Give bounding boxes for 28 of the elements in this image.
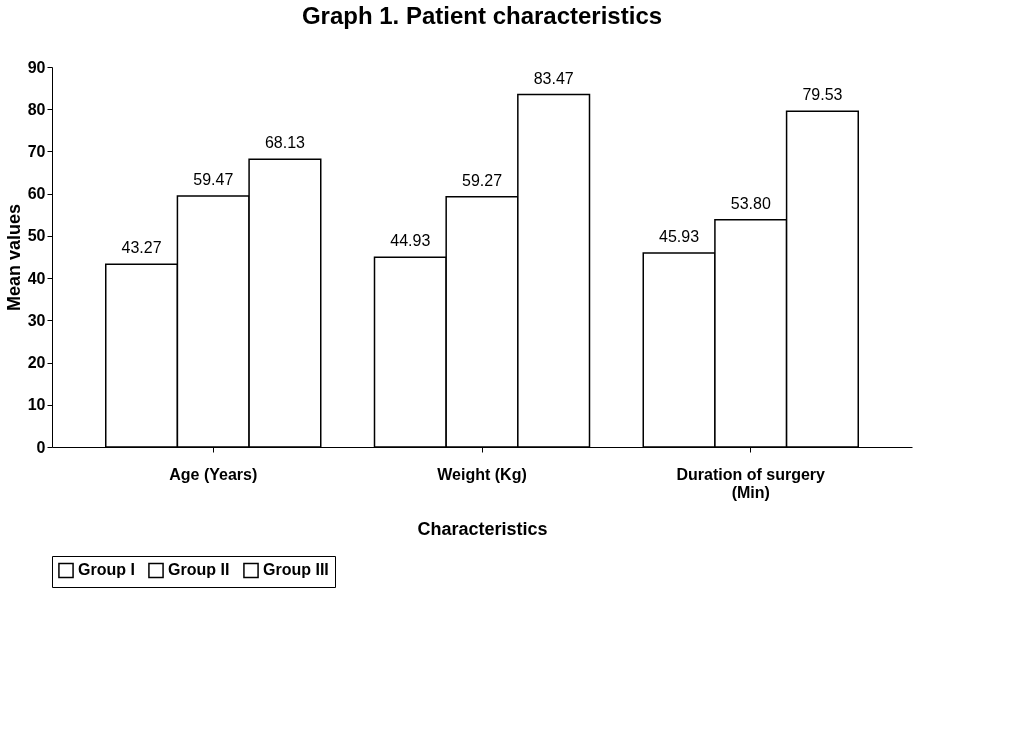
y-tick-label: 90 [27,58,46,76]
data-label: 68.13 [264,134,306,152]
data-label: 59.27 [461,171,503,189]
data-label: 53.80 [730,194,771,212]
x-tick-label: Weight (Kg) [437,465,527,483]
y-tick-label: 30 [27,311,46,329]
y-axis-title: Mean values [3,203,24,312]
legend-label: Group II [168,561,230,579]
legend-label: Group I [78,561,135,579]
data-label: 44.93 [390,232,431,250]
y-tick-label: 50 [27,227,46,245]
y-tick-label: 20 [27,354,46,372]
x-tick-label: Duration of surgery (Min) [676,465,826,501]
chart-title: Graph 1. Patient characteristics [301,2,663,29]
y-tick-label: 80 [27,100,46,118]
y-tick-label: 60 [27,185,46,203]
y-tick-label: 0 [36,438,46,456]
legend-label: Group III [263,561,329,579]
data-label: 59.47 [193,170,234,188]
x-axis-title: Characteristics [417,518,548,539]
data-label: 79.53 [802,86,843,104]
y-tick-label: 40 [27,269,46,287]
data-label: 43.27 [121,239,162,257]
data-label: 83.47 [533,69,574,87]
x-tick-label: Age (Years) [169,465,258,483]
y-tick-label: 70 [27,142,46,160]
data-label: 45.93 [659,228,700,246]
y-tick-label: 10 [27,396,46,414]
